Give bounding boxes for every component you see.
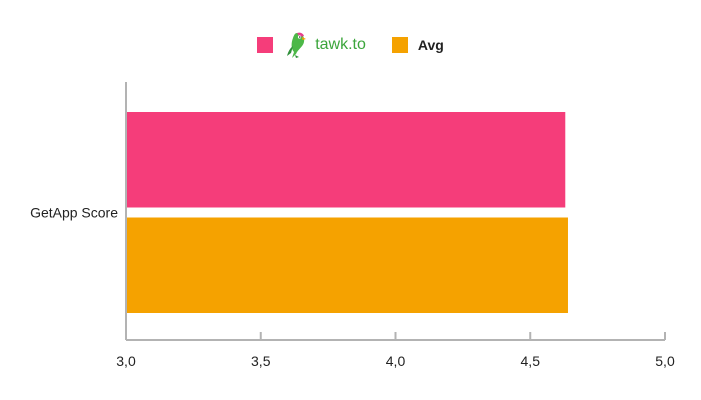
category-label: GetApp Score [30,205,118,221]
x-tick-label: 3,0 [116,353,136,369]
x-tick-label: 4,5 [521,353,541,369]
legend-label-tawkto: tawk.to [315,36,366,53]
chart-legend: tawk.to Avg [0,30,701,60]
x-tick-label: 3,5 [251,353,271,369]
x-tick-label: 4,0 [386,353,406,369]
bar-tawk-to [127,112,566,208]
x-tick-label: 5,0 [655,353,675,369]
legend-label-avg: Avg [417,37,444,53]
parrot-logo-icon [287,32,307,58]
legend-item-avg: Avg [391,37,444,53]
legend-swatch-tawkto [257,37,274,53]
legend-item-tawkto: tawk.to [257,30,366,60]
legend-swatch-avg [391,37,408,53]
bar-avg [127,217,568,313]
